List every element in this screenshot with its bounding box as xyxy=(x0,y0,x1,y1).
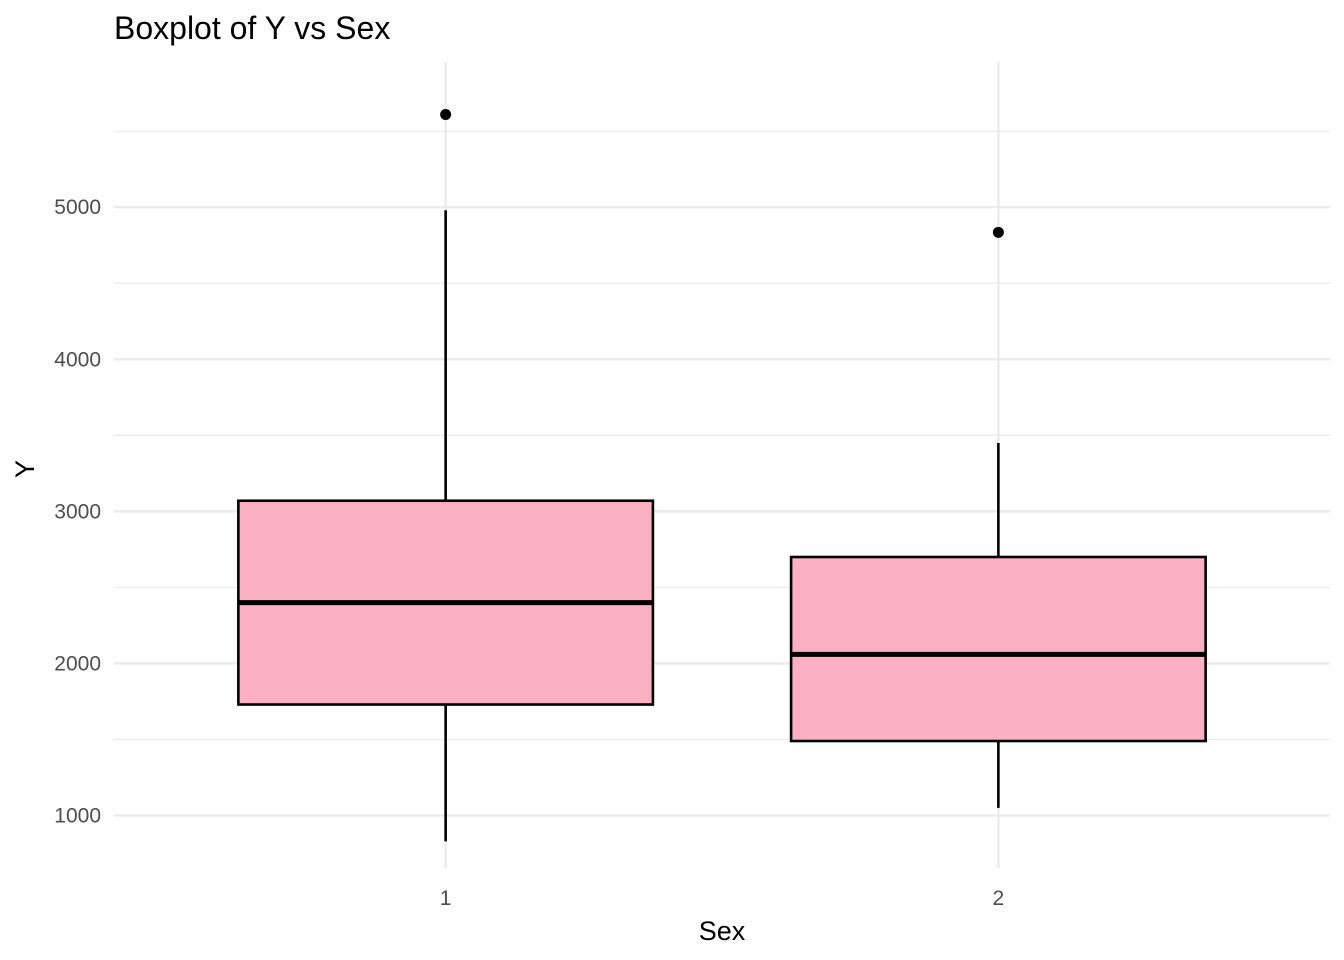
x-axis-title: Sex xyxy=(699,916,746,946)
y-tick-label: 3000 xyxy=(54,500,101,523)
boxes xyxy=(237,108,1207,842)
y-tick-label: 2000 xyxy=(54,652,101,675)
y-tick-label: 5000 xyxy=(54,196,101,219)
grid-lines xyxy=(114,62,1330,868)
outlier-point xyxy=(440,108,452,120)
chart-title: Boxplot of Y vs Sex xyxy=(114,10,390,46)
box xyxy=(789,555,1207,743)
y-tick-label: 4000 xyxy=(54,348,101,371)
y-tick-labels: 1000 2000 3000 4000 5000 xyxy=(54,196,101,827)
y-axis-title: Y xyxy=(10,460,40,478)
x-tick-label: 1 xyxy=(440,887,452,910)
x-tick-label: 2 xyxy=(993,887,1005,910)
outlier-point xyxy=(992,226,1004,238)
y-tick-label: 1000 xyxy=(54,805,101,828)
